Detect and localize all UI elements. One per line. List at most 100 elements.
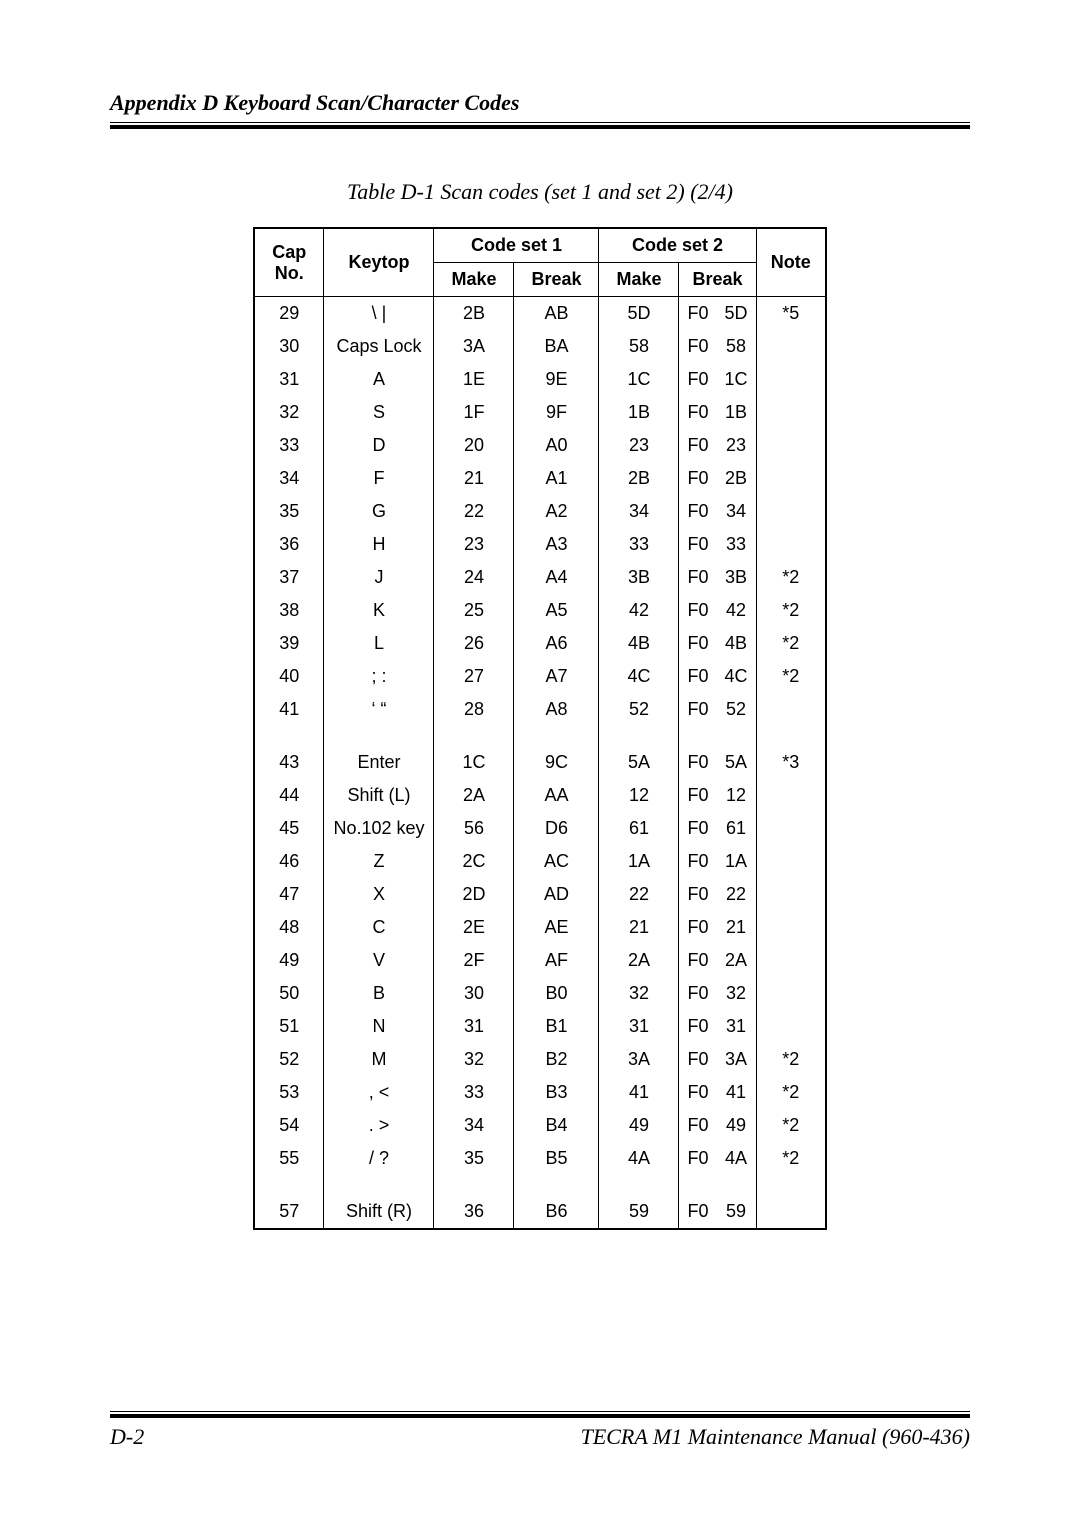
cell-cs2-break1: F0 (679, 944, 717, 977)
cell-cs2-make: 58 (599, 330, 679, 363)
cell-cs2-break1: F0 (679, 330, 717, 363)
cell-note (756, 911, 826, 944)
cell-cap: 54 (254, 1109, 324, 1142)
cell-note (756, 528, 826, 561)
cell-note (756, 330, 826, 363)
cell-cap: 57 (254, 1195, 324, 1229)
table-row: 54. >34B449F049*2 (254, 1109, 826, 1142)
cell-cs1-make: 26 (434, 627, 514, 660)
table-row: 38K25A542F042*2 (254, 594, 826, 627)
table-row: 48C2EAE21F021 (254, 911, 826, 944)
cell-cs1-break: AB (514, 297, 599, 331)
cell-note (756, 845, 826, 878)
cell-note: *2 (756, 1142, 826, 1175)
cell-cs1-break: A6 (514, 627, 599, 660)
cell-cs2-make: 41 (599, 1076, 679, 1109)
cell-cs1-make: 23 (434, 528, 514, 561)
table-row: 43Enter1C9C5AF05A*3 (254, 746, 826, 779)
table-row: 53, <33B341F041*2 (254, 1076, 826, 1109)
cell-cs1-break: A0 (514, 429, 599, 462)
cell-cap: 46 (254, 845, 324, 878)
cell-cap: 38 (254, 594, 324, 627)
cell-cs2-make: 3B (599, 561, 679, 594)
cell-cs2-break1: F0 (679, 1195, 717, 1229)
cell-note (756, 1010, 826, 1043)
cell-cap: 40 (254, 660, 324, 693)
cell-keytop: L (324, 627, 434, 660)
cell-keytop: C (324, 911, 434, 944)
cell-cs2-make: 4C (599, 660, 679, 693)
footer-page: D-2 (110, 1424, 144, 1450)
cell-cs2-make: 1A (599, 845, 679, 878)
cell-cs2-break1: F0 (679, 627, 717, 660)
cell-cs2-break2: 21 (717, 911, 757, 944)
cell-cs2-break2: 41 (717, 1076, 757, 1109)
cell-cs1-make: 2E (434, 911, 514, 944)
spacer-cell (756, 726, 826, 746)
cell-cs1-break: A2 (514, 495, 599, 528)
cell-note (756, 812, 826, 845)
cell-note (756, 878, 826, 911)
cell-cs2-make: 5D (599, 297, 679, 331)
cell-cap: 35 (254, 495, 324, 528)
th-cs2-make: Make (599, 263, 679, 297)
cell-cs2-make: 4A (599, 1142, 679, 1175)
cell-cs2-break1: F0 (679, 660, 717, 693)
cell-keytop: D (324, 429, 434, 462)
cell-note: *2 (756, 1109, 826, 1142)
cell-cs2-break1: F0 (679, 911, 717, 944)
cell-cs1-make: 20 (434, 429, 514, 462)
cell-keytop: S (324, 396, 434, 429)
spacer-cell (679, 1175, 717, 1195)
spacer-cell (324, 1175, 434, 1195)
spacer-cell (514, 1175, 599, 1195)
table-row (254, 726, 826, 746)
table-row: 52M32B23AF03A*2 (254, 1043, 826, 1076)
cell-cs2-break2: 1A (717, 845, 757, 878)
cell-keytop: . > (324, 1109, 434, 1142)
cell-cs2-break2: 1C (717, 363, 757, 396)
cell-cs1-break: AD (514, 878, 599, 911)
cell-cs2-make: 1B (599, 396, 679, 429)
spacer-cell (717, 1175, 757, 1195)
cell-keytop: X (324, 878, 434, 911)
cell-cap: 51 (254, 1010, 324, 1043)
cell-cs2-break1: F0 (679, 594, 717, 627)
cell-cs1-break: B4 (514, 1109, 599, 1142)
cell-cs1-break: B3 (514, 1076, 599, 1109)
footer-rule (110, 1411, 970, 1418)
cell-cs2-break1: F0 (679, 779, 717, 812)
cell-cs2-break2: 58 (717, 330, 757, 363)
cell-cs1-make: 30 (434, 977, 514, 1010)
table-row: 49V2FAF2AF02A (254, 944, 826, 977)
table-row: 51N31B131F031 (254, 1010, 826, 1043)
cell-cs1-break: BA (514, 330, 599, 363)
cell-note: *2 (756, 660, 826, 693)
cell-note (756, 396, 826, 429)
table-row: 55/ ?35B54AF04A*2 (254, 1142, 826, 1175)
table-row: 50B30B032F032 (254, 977, 826, 1010)
cell-cap: 44 (254, 779, 324, 812)
cell-cs1-make: 33 (434, 1076, 514, 1109)
cell-cs1-break: B1 (514, 1010, 599, 1043)
cell-cap: 41 (254, 693, 324, 726)
cell-cs2-break1: F0 (679, 495, 717, 528)
cell-cs1-break: 9F (514, 396, 599, 429)
table-row: 40; :27A74CF04C*2 (254, 660, 826, 693)
cell-cs2-break2: 3B (717, 561, 757, 594)
cell-cs2-break1: F0 (679, 812, 717, 845)
th-cs1-make: Make (434, 263, 514, 297)
page-footer: D-2 TECRA M1 Maintenance Manual (960-436… (110, 1411, 970, 1450)
cell-cs2-make: 23 (599, 429, 679, 462)
cell-cs2-break1: F0 (679, 1043, 717, 1076)
cell-note: *2 (756, 1043, 826, 1076)
cell-keytop: Shift (R) (324, 1195, 434, 1229)
cell-cs2-make: 4B (599, 627, 679, 660)
cell-note: *5 (756, 297, 826, 331)
cell-cs1-break: B2 (514, 1043, 599, 1076)
cell-cs1-break: A8 (514, 693, 599, 726)
cell-cs2-make: 32 (599, 977, 679, 1010)
cell-cs2-break2: 23 (717, 429, 757, 462)
table-row (254, 1175, 826, 1195)
cell-cs1-break: D6 (514, 812, 599, 845)
